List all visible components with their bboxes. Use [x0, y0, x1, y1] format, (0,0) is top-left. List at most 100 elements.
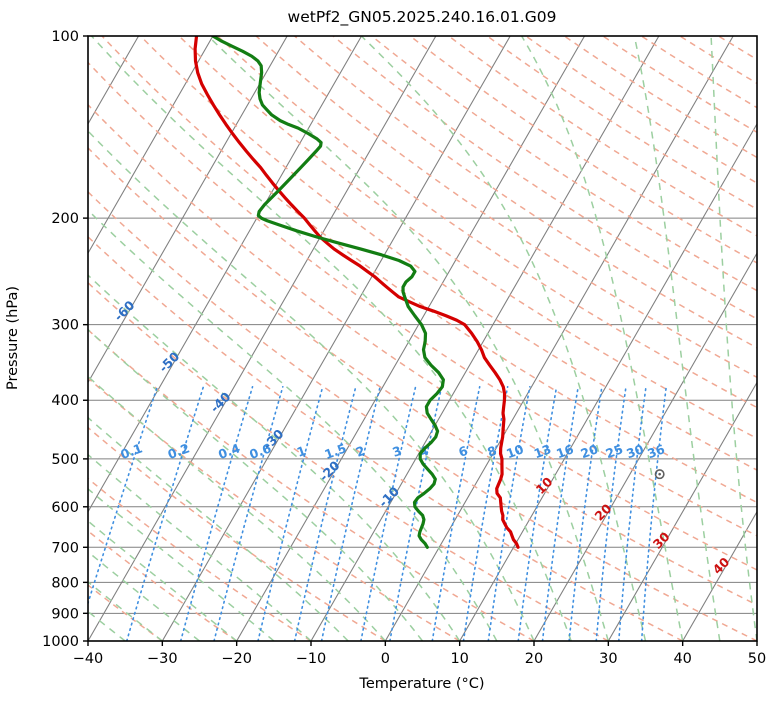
isotherm-line [161, 36, 511, 641]
moist-adiabat-line [520, 36, 684, 641]
mixing-ratio-line [360, 385, 417, 641]
moist-adiabat-line [360, 36, 647, 641]
dry-adiabat-line [88, 146, 757, 606]
mixing-ratio-label: 0.1 [118, 440, 144, 462]
moist-adiabat-line [710, 36, 757, 641]
moist-adiabat-line [207, 36, 610, 641]
x-tick-label: −20 [221, 651, 252, 667]
isotherm-line [682, 510, 757, 641]
plot-frame [87, 35, 758, 642]
mixing-ratio-line [257, 385, 324, 641]
mixing-ratio-label: 1.5 [322, 440, 348, 462]
mixing-ratio-line [617, 385, 647, 641]
mixing-ratio-label: 25 [604, 441, 625, 461]
x-axis-ticks: −40 −30 −20 −10 0 10 20 30 40 50 [73, 641, 766, 667]
isotherm-line [533, 252, 757, 641]
x-tick-label: 30 [599, 651, 617, 667]
isotherm-line [236, 36, 586, 641]
mixing-ratio-label: 16 [554, 441, 576, 461]
mixing-ratio-line [389, 385, 443, 641]
moist-adiabat-line [90, 36, 572, 641]
isotherm-line [384, 36, 734, 641]
dry-adiabat-line [525, 36, 757, 184]
x-tick-label: 40 [673, 651, 691, 667]
moist-adiabat-line [88, 550, 200, 641]
mixing-ratio-line [487, 385, 531, 641]
dewpoint-curve [211, 36, 445, 549]
dry-adiabat-line [486, 36, 757, 211]
lcl-marker-dot [658, 472, 661, 476]
dry-adiabat-line [255, 36, 757, 379]
dry-adiabat-line [217, 36, 757, 409]
dry-adiabat-line [88, 103, 757, 571]
mixing-ratio-line [179, 385, 254, 641]
mixing-ratio-line [640, 385, 668, 641]
background-thermo-lines [88, 36, 757, 641]
dry-adiabat-line [332, 36, 757, 320]
mixing-ratio-line [462, 385, 509, 641]
moist-adiabat-line [633, 36, 721, 641]
dry-adiabat-line [88, 235, 684, 641]
dry-adiabat-line [88, 190, 757, 641]
y-tick-label: 800 [51, 575, 79, 591]
y-tick-label: 600 [51, 500, 79, 516]
mixing-ratio-label: 36 [645, 441, 667, 461]
dry-adiabat-line [178, 36, 757, 440]
lcl-marker-ring [654, 469, 665, 480]
dry-adiabat-line [409, 36, 757, 264]
x-tick-label: −40 [73, 651, 104, 667]
mixing-ratio-line [320, 385, 381, 641]
mixing-ratio-line [431, 385, 481, 641]
mixing-ratio-label: 20 [579, 441, 601, 461]
y-tick-label: 400 [51, 393, 79, 409]
temperature-curve [193, 36, 520, 549]
x-tick-label: −10 [296, 651, 327, 667]
isotherm-line [310, 36, 660, 641]
sounding-curves [193, 36, 520, 549]
dry-adiabat-line [88, 61, 757, 537]
x-tick-label: −30 [147, 651, 178, 667]
y-tick-label: 200 [51, 211, 79, 227]
x-tick-label: 0 [381, 651, 390, 667]
dry-adiabat-line [294, 36, 757, 349]
y-tick-label: 700 [51, 540, 79, 556]
dry-adiabat-line [88, 377, 461, 641]
mixing-ratio-line [517, 385, 558, 641]
y-axis-ticks: 100 200 300 400 500 600 700 800 900 1000 [42, 29, 88, 650]
chart-title: wetPf2_GN05.2025.240.16.01.G09 [288, 8, 557, 27]
mixing-ratio-label: 30 [624, 441, 646, 461]
mixing-ratio-label: 0.4 [216, 440, 242, 462]
mixing-ratio-label: 0.6 [247, 440, 273, 462]
isotherm-line [88, 36, 214, 255]
mixing-ratio-line [568, 385, 603, 641]
mixing-ratio-line [213, 385, 284, 641]
x-tick-label: 50 [748, 651, 766, 667]
lcl-marker [654, 469, 665, 480]
moist-adiabat-line [88, 487, 275, 641]
mixing-ratio-line [125, 385, 205, 641]
y-tick-label: 500 [51, 452, 79, 468]
isotherm-line [607, 381, 757, 641]
moist-adiabat-line [88, 520, 238, 641]
mixing-ratio-line [293, 385, 357, 641]
y-tick-label: 300 [51, 318, 79, 334]
dry-adiabat-line [101, 36, 757, 504]
dry-adiabat-line [88, 530, 238, 641]
mixing-ratio-label: 13 [532, 441, 553, 461]
mixing-ratio-line [88, 385, 159, 606]
moist-adiabat-line [88, 453, 312, 641]
y-tick-label: 100 [51, 29, 79, 45]
mixing-ratio-label: 0.2 [166, 440, 192, 462]
y-axis-label: Pressure (hPa) [5, 286, 21, 390]
isotherm-line [88, 36, 288, 384]
y-tick-label: 900 [51, 606, 79, 622]
mixing-ratio-line [541, 385, 579, 641]
mixing-ratio-line [595, 385, 627, 641]
dry-adiabat-line [139, 36, 757, 471]
dry-adiabat-line [88, 477, 312, 641]
isotherm-line [88, 36, 363, 513]
mixing-ratio-label: 10 [504, 441, 526, 461]
isotherm-line [459, 122, 757, 641]
